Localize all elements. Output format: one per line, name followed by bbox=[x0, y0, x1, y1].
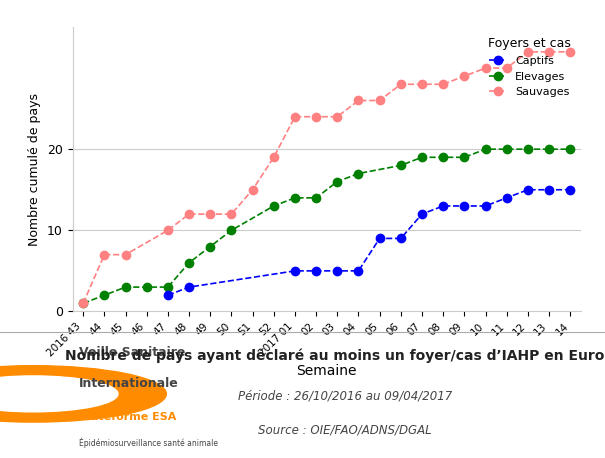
Text: Nombre de pays ayant déclaré au moins un foyer/cas d’IAHP en Europe: Nombre de pays ayant déclaré au moins un… bbox=[65, 348, 605, 363]
Legend: Captifs, Elevages, Sauvages: Captifs, Elevages, Sauvages bbox=[483, 33, 575, 102]
Text: Épidémiosurveillance santé animale: Épidémiosurveillance santé animale bbox=[79, 437, 218, 448]
Circle shape bbox=[0, 365, 166, 422]
Text: Internationale: Internationale bbox=[79, 377, 178, 390]
Circle shape bbox=[0, 376, 118, 412]
X-axis label: Semaine: Semaine bbox=[296, 364, 357, 378]
Text: Période : 26/10/2016 au 09/04/2017: Période : 26/10/2016 au 09/04/2017 bbox=[238, 390, 452, 403]
Text: Source : OIE/FAO/ADNS/DGAL: Source : OIE/FAO/ADNS/DGAL bbox=[258, 423, 431, 436]
Text: Veille Sanitaire: Veille Sanitaire bbox=[79, 346, 185, 360]
Y-axis label: Nombre cumulé de pays: Nombre cumulé de pays bbox=[28, 93, 42, 246]
Text: Plateforme ESA: Plateforme ESA bbox=[79, 412, 176, 422]
